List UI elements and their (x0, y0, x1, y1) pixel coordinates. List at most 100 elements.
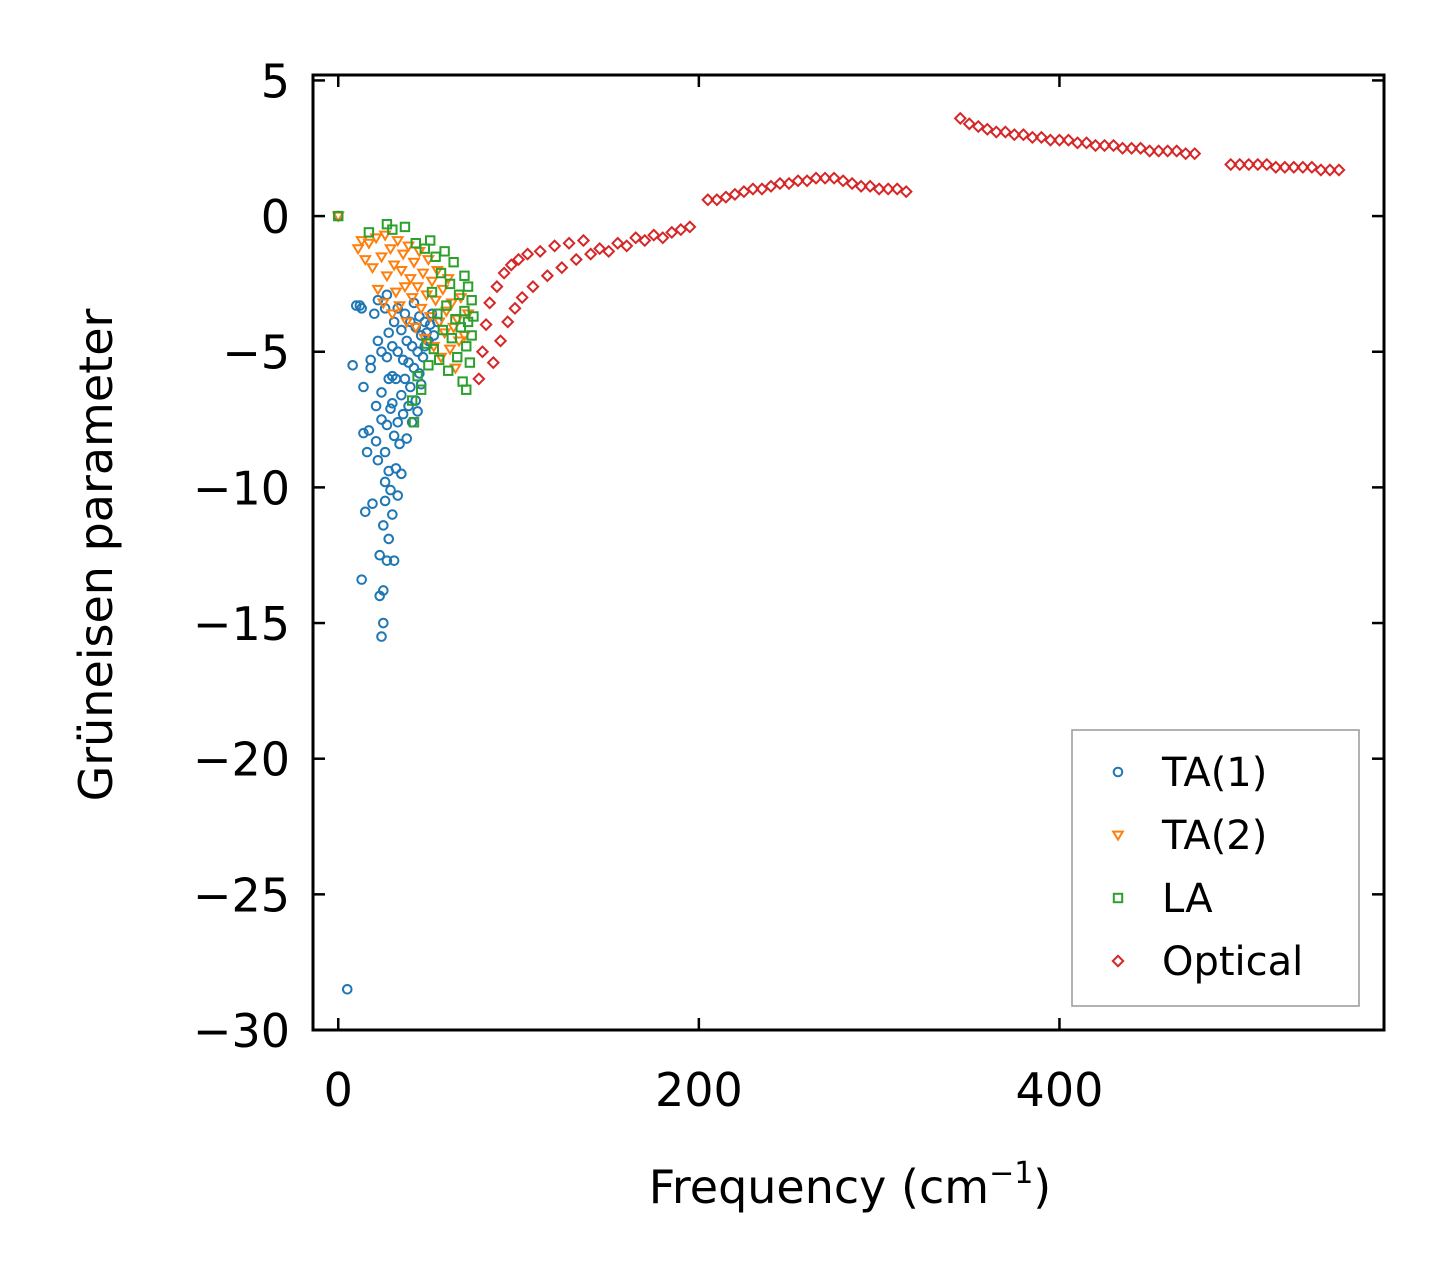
data-point (430, 265, 444, 277)
data-point (647, 228, 661, 242)
data-point (486, 355, 500, 370)
data-point (444, 278, 456, 290)
data-point (369, 233, 383, 245)
y-tick-label: −30 (193, 1004, 290, 1058)
y-tick-label: −10 (193, 461, 290, 515)
data-point (428, 343, 440, 355)
legend-label: LA (1162, 876, 1213, 922)
data-point (356, 574, 367, 585)
series-optical (472, 111, 1346, 386)
data-point (701, 193, 715, 207)
data-point (403, 357, 414, 368)
legend-label: Optical (1162, 939, 1303, 985)
data-point (483, 296, 497, 310)
data-point (1278, 160, 1292, 174)
data-point (388, 316, 400, 328)
data-point (403, 274, 417, 286)
data-point (1296, 160, 1310, 174)
data-point (376, 298, 390, 310)
data-point (501, 315, 515, 329)
data-point (388, 555, 400, 566)
data-point (1188, 147, 1202, 161)
data-point (479, 317, 493, 332)
data-point (405, 293, 419, 305)
data-point (555, 261, 569, 275)
data-point (493, 334, 508, 348)
data-point (520, 247, 535, 261)
data-point (490, 280, 504, 294)
data-point (406, 341, 418, 352)
data-marks (331, 111, 1346, 995)
legend-marker (1111, 954, 1125, 968)
data-point (989, 125, 1003, 139)
legend-entry: Optical (1111, 939, 1303, 985)
data-point (390, 463, 402, 474)
data-point (638, 233, 652, 248)
data-point (392, 303, 404, 314)
data-point (365, 263, 380, 275)
data-point (376, 346, 387, 358)
data-point (504, 258, 518, 272)
data-point (971, 119, 985, 134)
plot-frame (311, 73, 1386, 1032)
data-point (387, 397, 398, 409)
data-point (401, 335, 413, 347)
data-point (515, 290, 529, 305)
data-point (379, 476, 391, 488)
legend-label: TA(1) (1161, 750, 1267, 796)
data-point (872, 182, 886, 196)
data-point (1251, 157, 1265, 172)
data-point (365, 362, 376, 374)
data-point (388, 430, 400, 442)
data-point (387, 341, 398, 352)
data-point (854, 179, 868, 193)
data-point (406, 395, 418, 406)
data-point (410, 238, 421, 249)
legend-entry: LA (1112, 876, 1213, 922)
data-point (533, 244, 547, 258)
data-point (1242, 157, 1256, 172)
data-point (347, 359, 358, 371)
data-point (397, 408, 409, 420)
data-point (439, 306, 453, 318)
data-point (1224, 157, 1238, 172)
data-point (443, 344, 457, 356)
data-point (593, 242, 607, 256)
data-point (378, 230, 392, 242)
data-point (547, 239, 562, 253)
data-point (397, 354, 409, 366)
data-point (1233, 157, 1247, 172)
data-point (773, 176, 787, 191)
data-point (441, 300, 452, 311)
data-point (1115, 141, 1130, 155)
data-point (497, 266, 511, 280)
data-point (1170, 144, 1184, 158)
data-point (412, 406, 423, 417)
data-point (620, 239, 634, 253)
y-tick-label: 5 (261, 54, 290, 108)
data-point (1007, 128, 1021, 142)
data-point (385, 484, 396, 496)
data-point (462, 316, 474, 328)
data-point (526, 280, 540, 294)
data-point (962, 117, 976, 131)
data-point (426, 286, 438, 298)
data-point (683, 220, 697, 234)
x-tick-label: 0 (324, 1063, 353, 1117)
data-point (1269, 160, 1283, 174)
data-point (381, 555, 393, 566)
y-tick-label: −5 (222, 326, 290, 380)
data-point (863, 179, 877, 193)
data-point (1070, 136, 1085, 150)
data-point (392, 346, 404, 358)
data-point (367, 498, 378, 509)
data-point (584, 247, 598, 261)
data-point (629, 231, 643, 245)
data-point (1124, 141, 1139, 155)
data-point (569, 252, 583, 267)
data-point (350, 300, 362, 311)
data-point (414, 368, 425, 379)
data-point (370, 400, 382, 412)
data-point (818, 171, 832, 185)
y-axis-title: Grüneisen parameter (69, 308, 123, 801)
